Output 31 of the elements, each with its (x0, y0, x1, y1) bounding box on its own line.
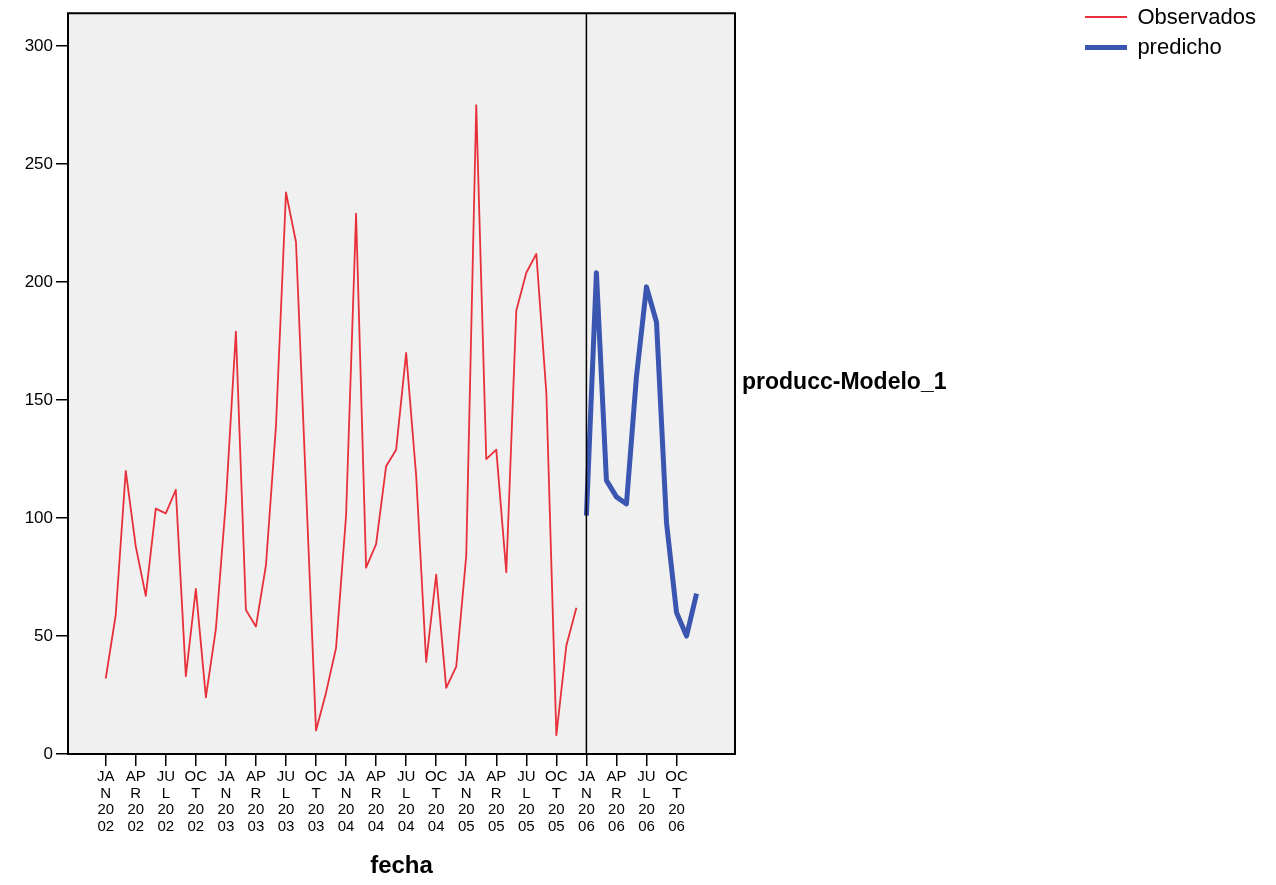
y-tick-label: 300 (24, 35, 53, 55)
x-tick-label: JAN 2003 (217, 767, 235, 834)
y-tick-label: 200 (24, 271, 53, 291)
x-tick-label: OCT 2006 (665, 767, 688, 834)
x-tick-label: JUL 2003 (276, 767, 296, 834)
x-axis-title: fecha (370, 851, 434, 879)
x-tick-label: APR 2002 (125, 767, 146, 834)
x-tick-label: JAN 2002 (96, 767, 115, 834)
x-tick-label: JUL 2004 (396, 767, 416, 834)
y-tick-label: 150 (24, 389, 53, 409)
y-tick-label: 100 (24, 507, 53, 527)
x-tick-label: APR 2005 (486, 767, 507, 834)
y-tick-label: 0 (43, 743, 53, 763)
x-tick-label: OCT 2002 (184, 767, 208, 834)
y-axis-title: producc-Modelo_1 (742, 368, 947, 395)
x-tick-label: APR 2004 (366, 767, 387, 834)
y-tick-label: 50 (34, 625, 53, 645)
x-tick-label: OCT 2003 (304, 767, 328, 834)
x-tick-label: APR 2003 (245, 767, 266, 834)
x-tick-label: JAN 2005 (457, 767, 475, 834)
x-tick-label: OCT 2004 (424, 767, 448, 834)
x-tick-label: JAN 2004 (337, 767, 355, 834)
x-tick-label: OCT 2005 (545, 767, 568, 834)
legend-label: predicho (1137, 34, 1222, 60)
x-tick-label: JUL 2002 (156, 767, 175, 834)
x-tick-label: JAN 2006 (577, 767, 596, 834)
x-tick-label: JUL 2005 (517, 767, 536, 834)
legend-label: Observados (1137, 4, 1256, 30)
y-tick-label: 250 (24, 153, 53, 173)
x-tick-label: JUL 2006 (637, 767, 656, 834)
x-tick-label: APR 2006 (606, 767, 627, 834)
